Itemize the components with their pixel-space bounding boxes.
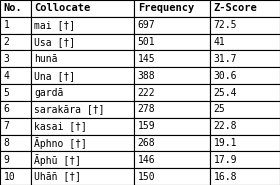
Bar	[31, 0, 134, 17]
Bar	[134, 118, 210, 134]
Text: 278: 278	[138, 104, 155, 114]
Text: 501: 501	[138, 37, 155, 47]
Text: 159: 159	[138, 121, 155, 131]
Bar	[210, 118, 280, 134]
Bar	[0, 134, 31, 151]
Text: Z-Score: Z-Score	[213, 3, 257, 13]
Text: 19.1: 19.1	[213, 138, 237, 148]
Text: 5: 5	[3, 88, 9, 97]
Text: 145: 145	[138, 54, 155, 64]
Bar	[31, 84, 134, 101]
Text: 150: 150	[138, 172, 155, 182]
Bar	[210, 51, 280, 67]
Bar	[31, 51, 134, 67]
Text: Āphū [†]: Āphū [†]	[34, 154, 81, 166]
Bar	[134, 67, 210, 84]
Bar	[134, 0, 210, 17]
Text: hunā: hunā	[34, 54, 58, 64]
Bar	[210, 34, 280, 51]
Bar	[31, 151, 134, 168]
Bar	[0, 67, 31, 84]
Bar	[210, 0, 280, 17]
Text: 2: 2	[3, 37, 9, 47]
Text: Frequency: Frequency	[138, 3, 194, 13]
Text: 8: 8	[3, 138, 9, 148]
Bar	[31, 34, 134, 51]
Text: Collocate: Collocate	[34, 3, 90, 13]
Bar	[31, 168, 134, 185]
Bar	[0, 101, 31, 118]
Bar	[134, 84, 210, 101]
Text: 268: 268	[138, 138, 155, 148]
Text: 25.4: 25.4	[213, 88, 237, 97]
Bar	[0, 168, 31, 185]
Bar	[210, 151, 280, 168]
Text: mai [†]: mai [†]	[34, 20, 75, 30]
Text: Una [†]: Una [†]	[34, 71, 75, 81]
Text: Āphno [†]: Āphno [†]	[34, 137, 87, 149]
Bar	[0, 34, 31, 51]
Text: 7: 7	[3, 121, 9, 131]
Bar	[0, 17, 31, 34]
Text: 697: 697	[138, 20, 155, 30]
Bar	[0, 51, 31, 67]
Bar	[31, 101, 134, 118]
Text: 146: 146	[138, 155, 155, 165]
Bar	[134, 101, 210, 118]
Text: 72.5: 72.5	[213, 20, 237, 30]
Text: 3: 3	[3, 54, 9, 64]
Bar	[134, 168, 210, 185]
Text: sarakāra [†]: sarakāra [†]	[34, 104, 105, 114]
Text: 22.8: 22.8	[213, 121, 237, 131]
Bar	[31, 17, 134, 34]
Text: 31.7: 31.7	[213, 54, 237, 64]
Text: 25: 25	[213, 104, 225, 114]
Bar	[134, 134, 210, 151]
Bar	[0, 118, 31, 134]
Text: 9: 9	[3, 155, 9, 165]
Bar	[134, 151, 210, 168]
Text: 17.9: 17.9	[213, 155, 237, 165]
Bar	[31, 118, 134, 134]
Text: No.: No.	[3, 3, 22, 13]
Bar	[210, 67, 280, 84]
Text: 222: 222	[138, 88, 155, 97]
Text: 6: 6	[3, 104, 9, 114]
Bar	[31, 134, 134, 151]
Bar	[210, 84, 280, 101]
Text: Usa [†]: Usa [†]	[34, 37, 75, 47]
Text: 41: 41	[213, 37, 225, 47]
Bar	[134, 34, 210, 51]
Bar	[134, 17, 210, 34]
Text: Uhāñ [†]: Uhāñ [†]	[34, 172, 81, 182]
Bar	[210, 168, 280, 185]
Text: 16.8: 16.8	[213, 172, 237, 182]
Bar	[0, 0, 31, 17]
Text: 388: 388	[138, 71, 155, 81]
Bar	[0, 151, 31, 168]
Text: 30.6: 30.6	[213, 71, 237, 81]
Bar	[210, 17, 280, 34]
Bar	[134, 51, 210, 67]
Text: kasai [†]: kasai [†]	[34, 121, 87, 131]
Text: 10: 10	[3, 172, 15, 182]
Bar	[210, 134, 280, 151]
Bar	[0, 84, 31, 101]
Bar	[210, 101, 280, 118]
Text: 4: 4	[3, 71, 9, 81]
Bar	[31, 67, 134, 84]
Text: gardā: gardā	[34, 88, 64, 97]
Text: 1: 1	[3, 20, 9, 30]
